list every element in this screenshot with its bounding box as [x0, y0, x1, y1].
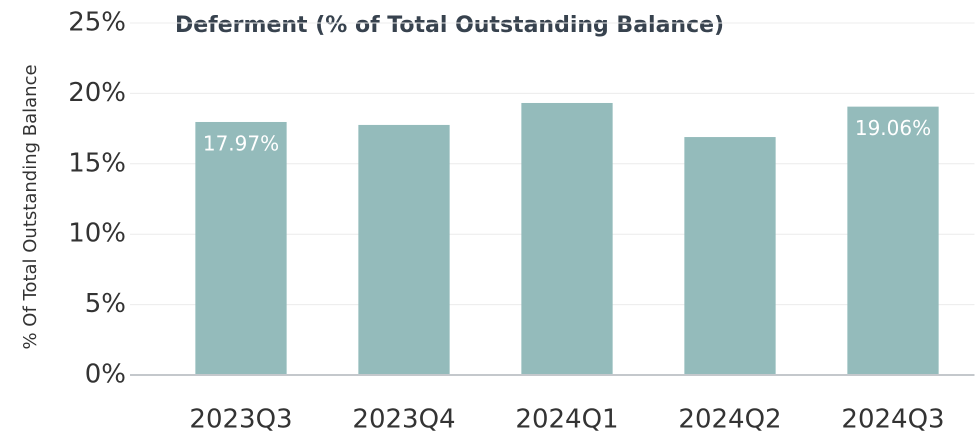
bar: [358, 124, 450, 375]
y-tick-label: 15%: [68, 148, 126, 178]
y-tick-label: 10%: [68, 219, 126, 249]
bar: [521, 102, 613, 376]
bar: [847, 106, 939, 376]
chart-title: Deferment (% of Total Outstanding Balanc…: [175, 13, 724, 38]
y-axis-label: % Of Total Outstanding Balance: [20, 64, 41, 349]
x-tick-label: 2024Q2: [678, 405, 781, 435]
y-tick-label: 25%: [68, 8, 126, 38]
y-tick-label: 5%: [85, 289, 126, 319]
bar: [195, 121, 287, 376]
x-tick-label: 2024Q1: [515, 405, 618, 435]
y-tick-label: 0%: [85, 360, 126, 390]
data-label: 17.97%: [203, 131, 279, 155]
data-label: 19.06%: [855, 116, 931, 140]
y-tick-label: 20%: [68, 78, 126, 108]
bar: [684, 137, 776, 375]
x-tick-label: 2024Q3: [841, 405, 944, 435]
x-tick-label: 2023Q3: [189, 405, 292, 435]
x-tick-label: 2023Q4: [352, 405, 455, 435]
